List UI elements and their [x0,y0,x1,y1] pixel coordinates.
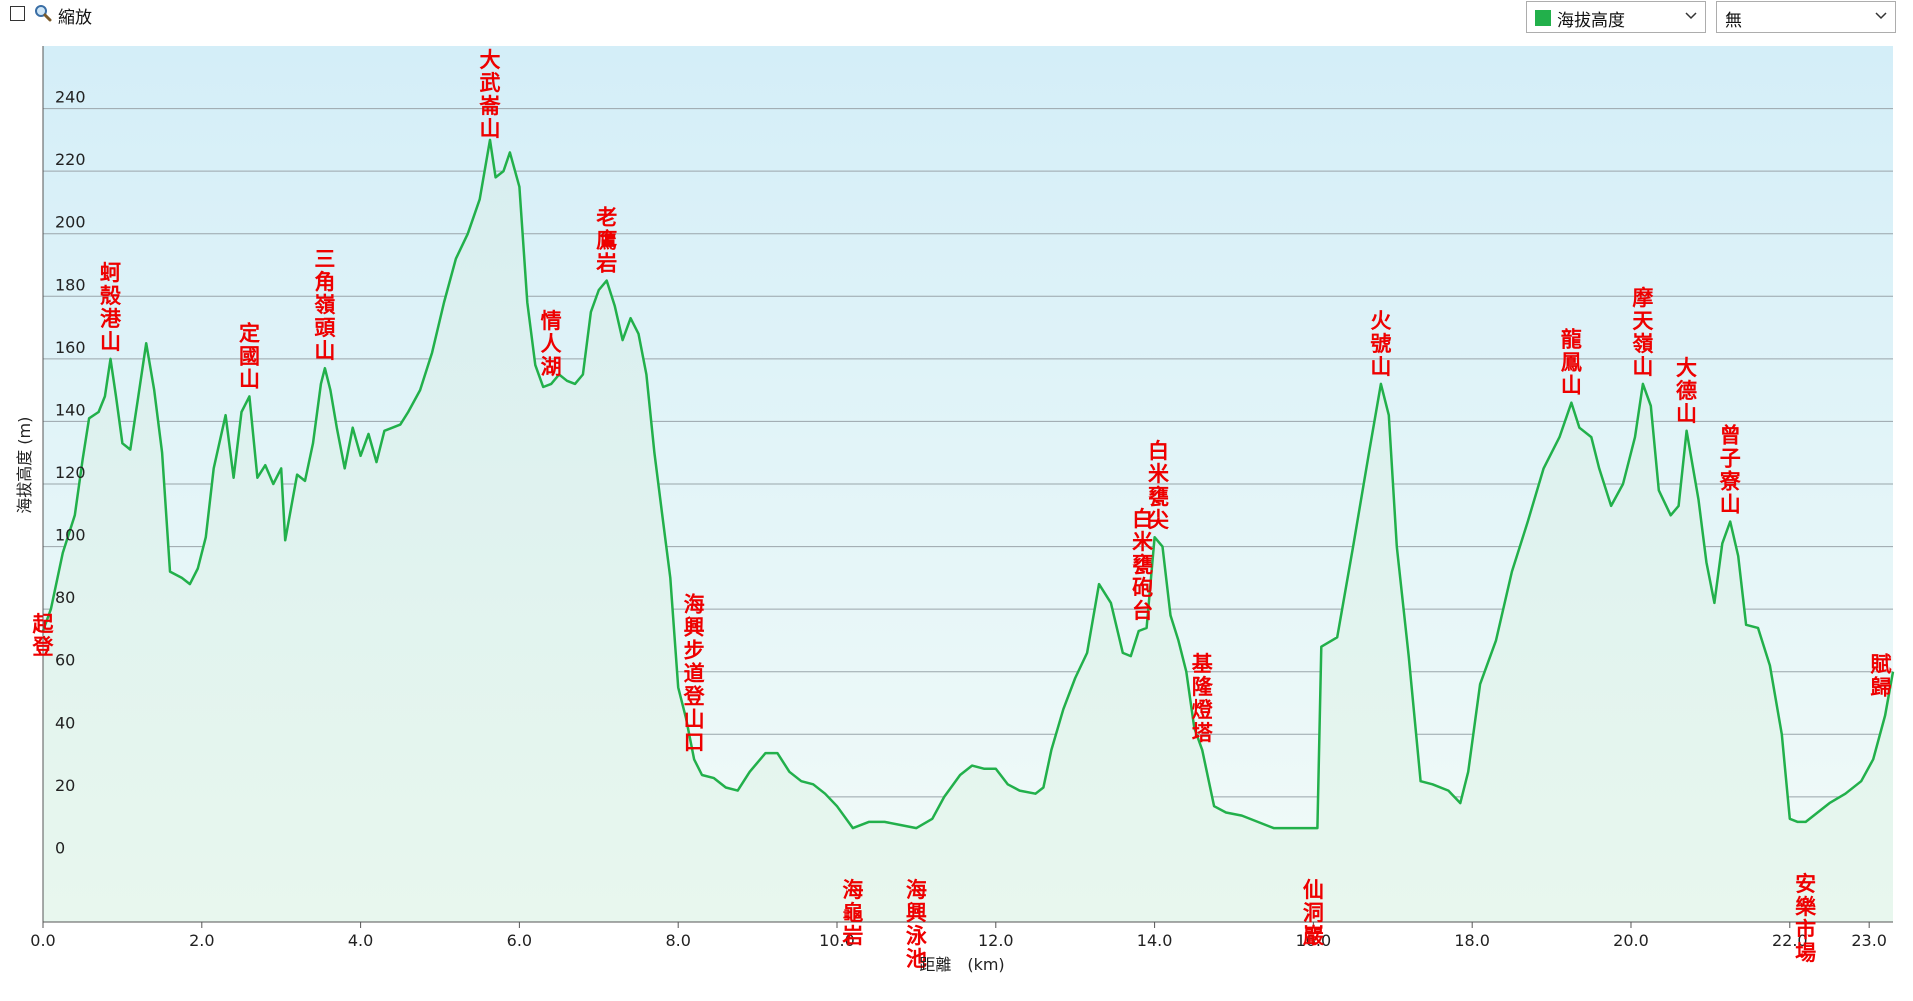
waypoint-label: 蚵殼港山 [100,260,122,354]
waypoint-label: 龍鳳山 [1561,327,1582,398]
x-tick-label: 18.0 [1454,931,1490,950]
magnifier-icon [35,5,52,22]
secondary-select-value: 無 [1725,11,1742,31]
secondary-select[interactable]: 無 [1716,1,1896,33]
x-tick-label: 0.0 [30,931,55,950]
x-tick-label: 23.0 [1851,931,1887,950]
waypoint-label: 安樂市場 [1795,871,1817,965]
series-color-swatch [1535,10,1551,26]
y-tick-label: 60 [55,651,75,670]
x-tick-label: 20.0 [1613,931,1649,950]
waypoint-label: 老鷹岩 [595,205,617,276]
x-axis-label: 距離 (km) [919,955,1004,974]
y-tick-label: 180 [55,275,86,294]
waypoint-label: 情人湖 [541,308,562,379]
elevation-line [41,138,1895,830]
x-tick-label: 4.0 [348,931,373,950]
series-select-value: 海拔高度 [1557,11,1625,31]
waypoint-label: 摩天嶺山 [1632,285,1654,379]
y-tick-label: 100 [55,526,86,545]
waypoint-label: 海興步道登山口 [683,591,706,754]
y-tick-label: 20 [55,776,75,795]
waypoint-label: 白米甕尖 [1148,438,1170,532]
chart-toolbar: 縮放 海拔高度 無 [0,0,1913,40]
waypoint-label: 火號山 [1370,308,1391,379]
x-tick-label: 8.0 [665,931,690,950]
elevation-area [43,139,1893,922]
waypoint-label: 定國山 [239,320,260,391]
y-tick-label: 220 [55,150,86,169]
y-tick-label: 140 [55,400,86,419]
y-tick-label: 120 [55,463,86,482]
elevation-chart: 0 20 40 60 80 100 120 140 160 180 200 220 240 0.0 2.0 4… [15,46,1895,974]
x-tick-label: 16.0 [1296,931,1332,950]
chevron-down-icon [1685,12,1697,20]
waypoint-label: 大德山 [1676,355,1697,426]
x-tick-label: 10.0 [819,931,855,950]
y-tick-label: 40 [55,713,75,732]
x-tick-label: 2.0 [189,931,214,950]
y-tick-label: 200 [55,213,86,232]
waypoint-label: 基隆燈塔 [1192,651,1214,745]
y-tick-label: 80 [55,588,75,607]
waypoint-label: 白米甕砲台 [1132,506,1154,623]
x-tick-label: 6.0 [507,931,532,950]
y-tick-label: 160 [55,338,86,357]
waypoint-label: 賦歸 [1871,652,1892,700]
waypoint-label: 仙洞巖 [1303,877,1325,948]
y-tick-label: 240 [55,88,86,107]
series-select[interactable]: 海拔高度 [1526,1,1706,33]
waypoint-label: 三角嶺頭山 [314,246,336,363]
waypoint-label: 大武崙山 [479,47,502,141]
x-tick-label: 14.0 [1137,931,1173,950]
zoom-checkbox[interactable] [10,6,25,21]
waypoint-label: 海興泳池 [906,877,928,971]
waypoint-label: 起登 [32,611,55,659]
x-tick-label: 12.0 [978,931,1014,950]
waypoint-label: 曾子寮山 [1719,423,1741,517]
chevron-down-icon [1875,12,1887,20]
x-tick-label: 22.0 [1772,931,1808,950]
waypoint-label: 海龜岩 [841,877,863,948]
y-tick-label: 0 [55,838,65,857]
y-axis-label: 海拔高度 (m) [15,417,34,514]
zoom-label: 縮放 [58,8,92,28]
